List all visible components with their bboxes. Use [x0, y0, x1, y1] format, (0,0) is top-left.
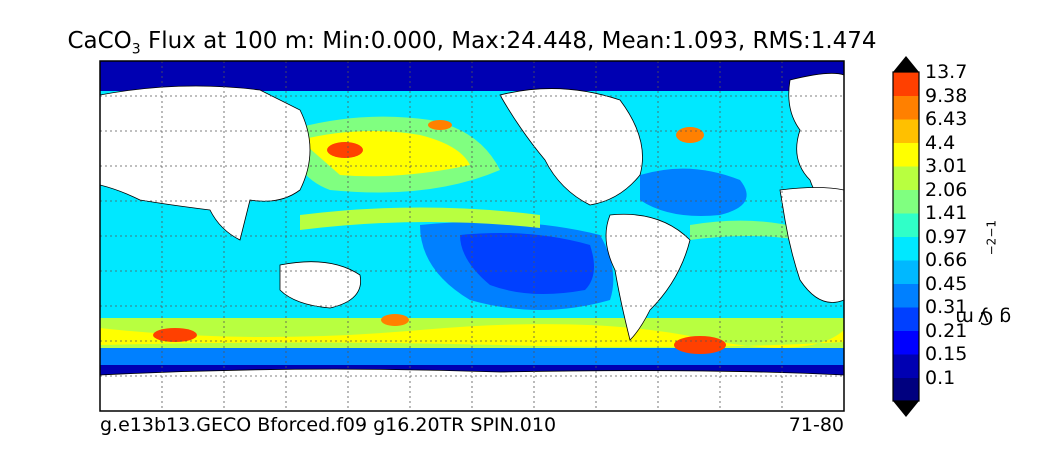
south-pacific-gyre-core	[460, 232, 594, 294]
north-america-land	[499, 88, 643, 206]
africa-land	[779, 187, 844, 303]
colorbar-segment	[893, 236, 919, 261]
colorbar-segment	[893, 330, 919, 355]
colorbar-tick-label: 4.4	[925, 131, 956, 154]
southern-ocean-band	[100, 345, 844, 365]
case-caption: g.e13b13.GECO Bforced.f09 g16.20TR SPIN.…	[100, 414, 557, 436]
colorbar-segments	[893, 56, 919, 417]
colorbar-segment	[893, 213, 919, 237]
colorbar-segment	[893, 307, 919, 331]
colorbar-tick-label: 0.45	[925, 272, 968, 295]
colorbar-tick-label: 13.7	[925, 61, 968, 83]
equatorial-pacific-band	[300, 207, 540, 230]
colorbar-extend-min	[893, 401, 919, 417]
colorbar-tick-label: 0.31	[925, 296, 968, 318]
colorbar-segment	[893, 72, 919, 96]
map-title: CaCO3 Flux at 100 m: Min:0.000, Max:24.4…	[67, 28, 877, 58]
south-atlantic-hotspot	[674, 336, 726, 354]
europe-land	[788, 72, 844, 203]
colorbar-segment	[893, 119, 919, 143]
colorbar-tick-label: 0.97	[925, 225, 968, 248]
colorbar-segment	[893, 166, 919, 190]
colorbar-tick-label: 0.66	[925, 249, 968, 271]
colorbar-tick-label: 0.1	[925, 366, 956, 389]
graticule	[100, 61, 844, 411]
kuroshio-hotspot	[327, 142, 363, 158]
equatorial-atlantic-band	[690, 220, 800, 240]
colorbar-tick-label: 1.41	[925, 202, 968, 224]
antarctica-land	[100, 368, 844, 411]
map-frame	[99, 60, 845, 412]
colorbar-tick-label: 9.38	[925, 84, 968, 107]
colorbar-tick-label: 6.43	[925, 108, 968, 130]
colorbar-segment	[893, 95, 919, 120]
tasman-hotspot	[381, 314, 409, 326]
colorbar-extend-max	[893, 56, 919, 72]
colorbar-tick-label: 3.01	[925, 155, 968, 177]
alaska-hotspot	[428, 120, 452, 130]
colorbar-tick-label: 0.21	[925, 319, 968, 342]
south-indian-hotspot	[153, 328, 197, 342]
years-caption: 71-80	[788, 414, 844, 436]
colorbar-segment	[893, 189, 919, 214]
colorbar-segment	[893, 142, 919, 167]
colorbar-tick-label: 0.15	[925, 343, 968, 365]
colorbar-segment	[893, 260, 919, 284]
north-atlantic-gyre	[640, 168, 747, 216]
south-america-land	[605, 213, 691, 341]
colorbar-tick-label: 2.06	[925, 178, 968, 201]
colorbar-segment	[893, 283, 919, 308]
colorbar-segment	[893, 377, 919, 402]
colorbar-segment	[893, 354, 919, 378]
australia-land	[279, 261, 362, 309]
colorbar-frame	[892, 71, 920, 402]
